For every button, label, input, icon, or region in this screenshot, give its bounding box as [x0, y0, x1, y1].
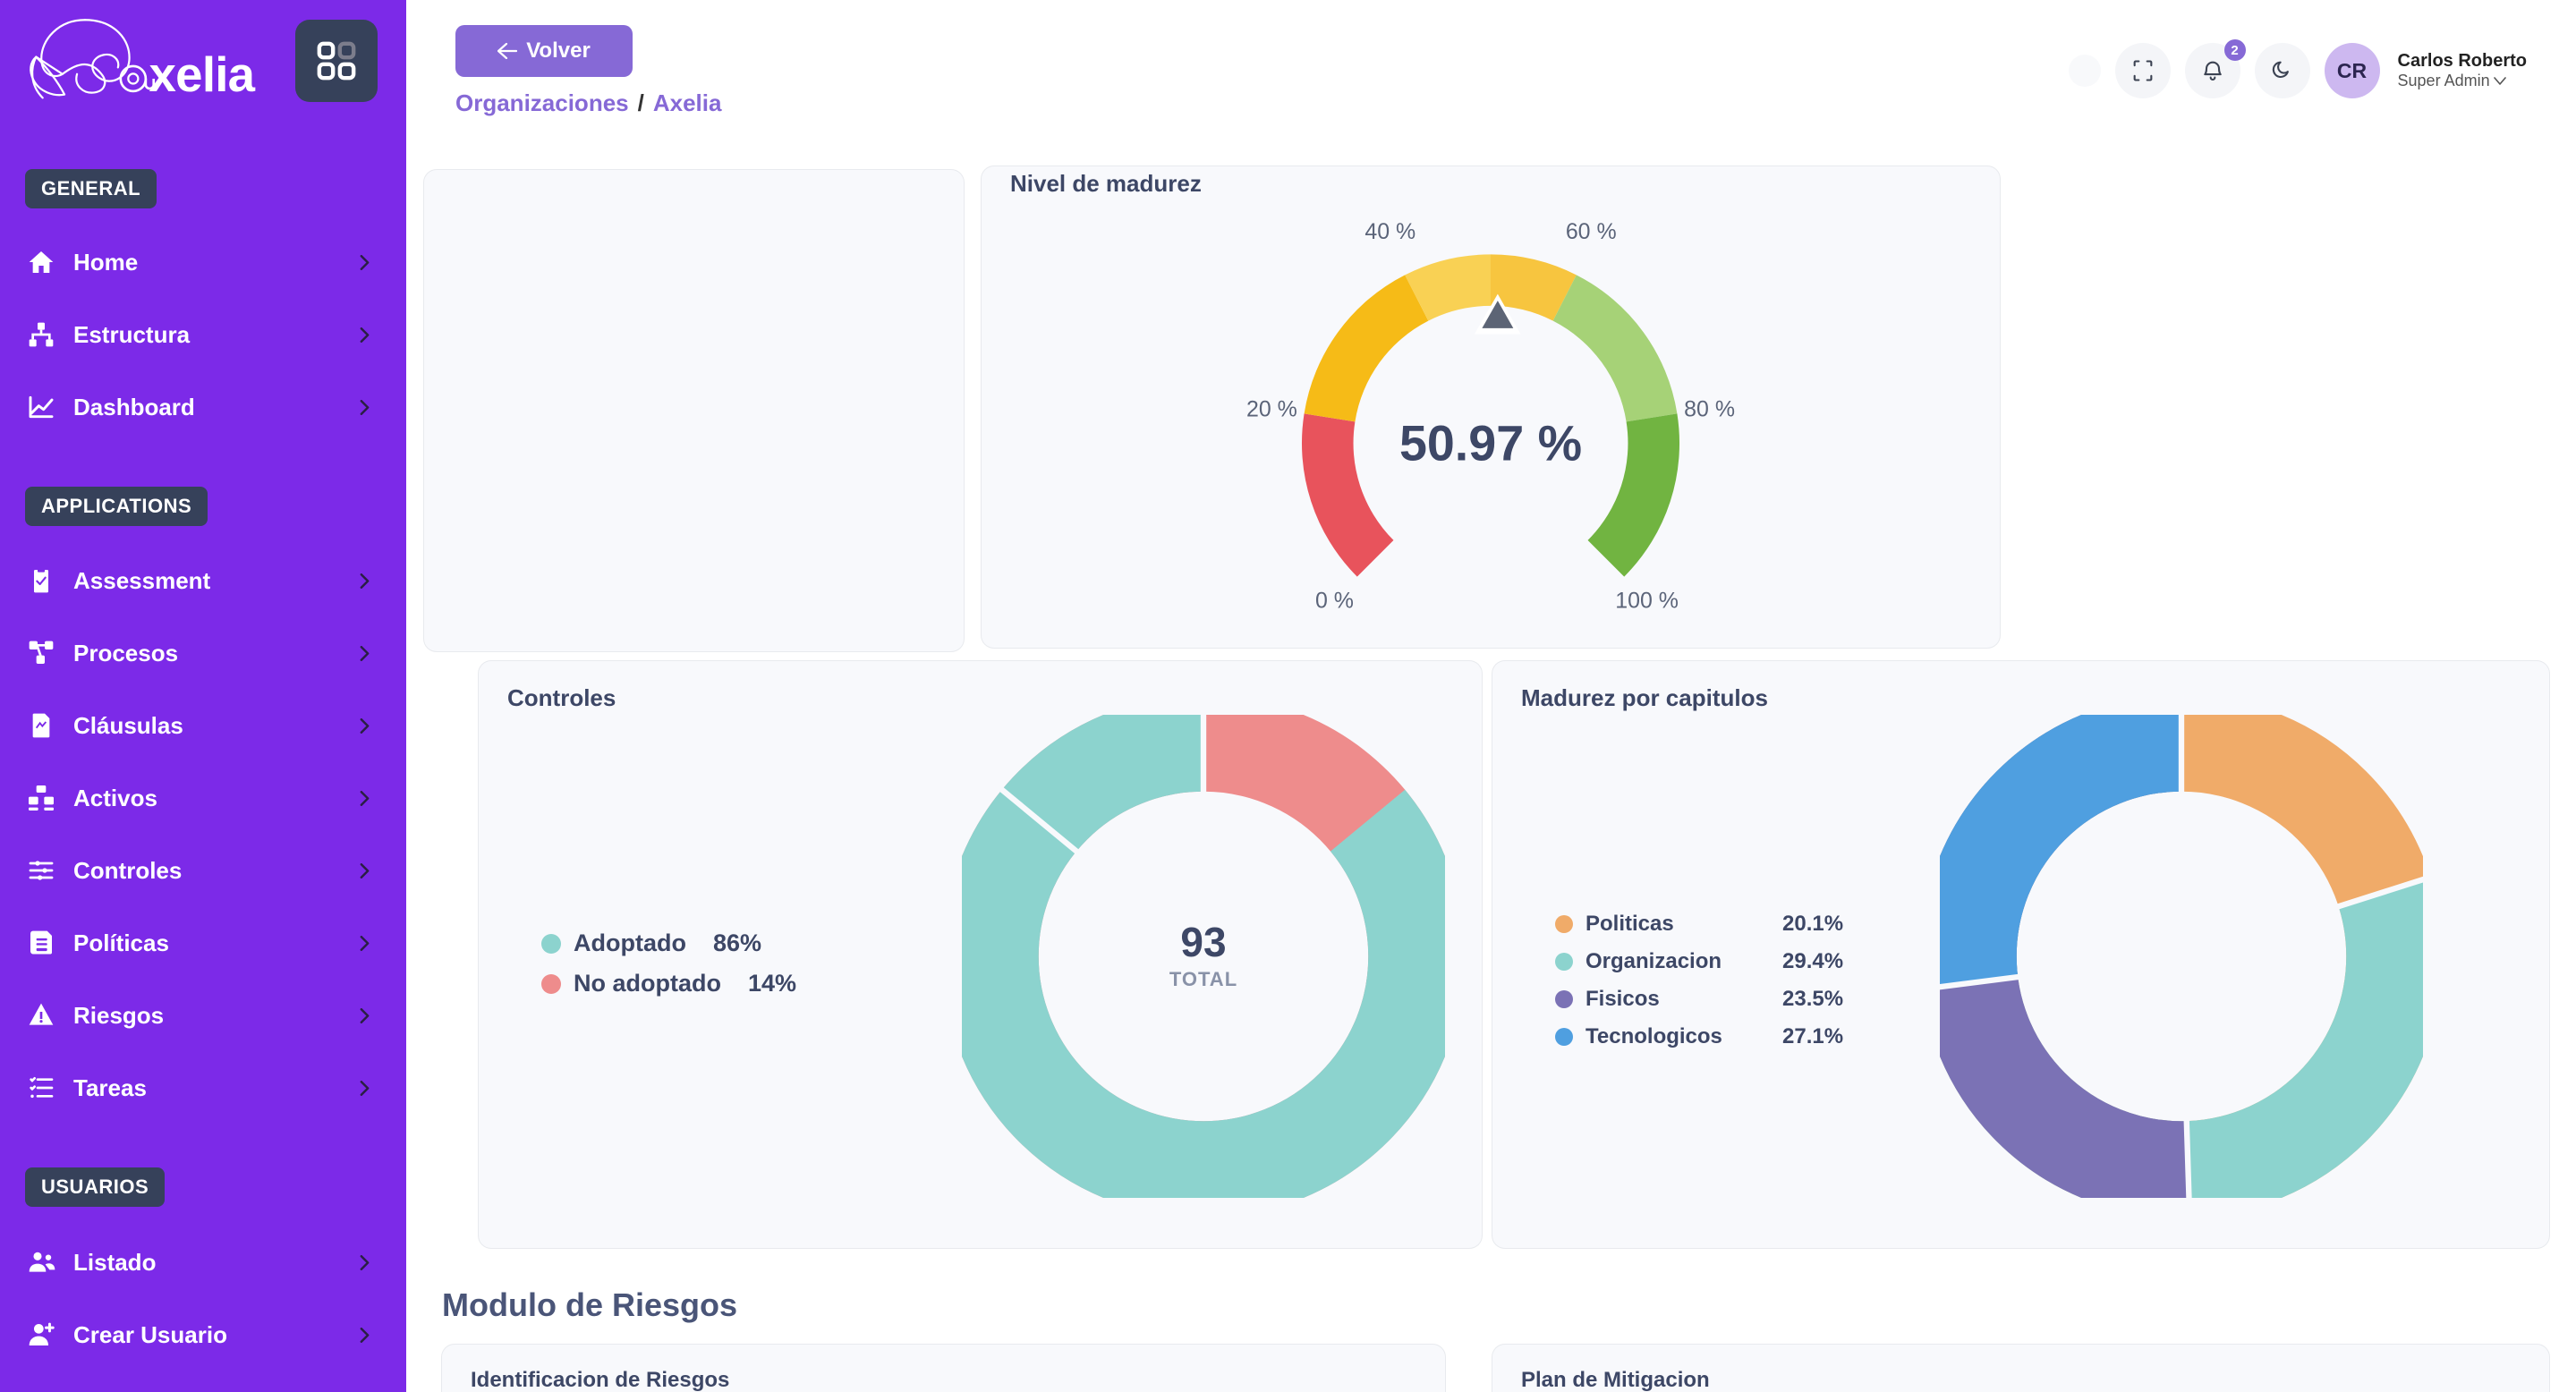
svg-text:20 %: 20 %	[1246, 397, 1297, 422]
svg-text:80 %: 80 %	[1684, 397, 1735, 422]
svg-text:60 %: 60 %	[1566, 220, 1617, 244]
svg-text:0 %: 0 %	[1315, 589, 1354, 614]
svg-text:xelia: xelia	[149, 47, 256, 102]
svg-text:50.97 %: 50.97 %	[1399, 416, 1582, 471]
svg-text:40 %: 40 %	[1365, 220, 1416, 244]
svg-text:100 %: 100 %	[1615, 589, 1679, 614]
